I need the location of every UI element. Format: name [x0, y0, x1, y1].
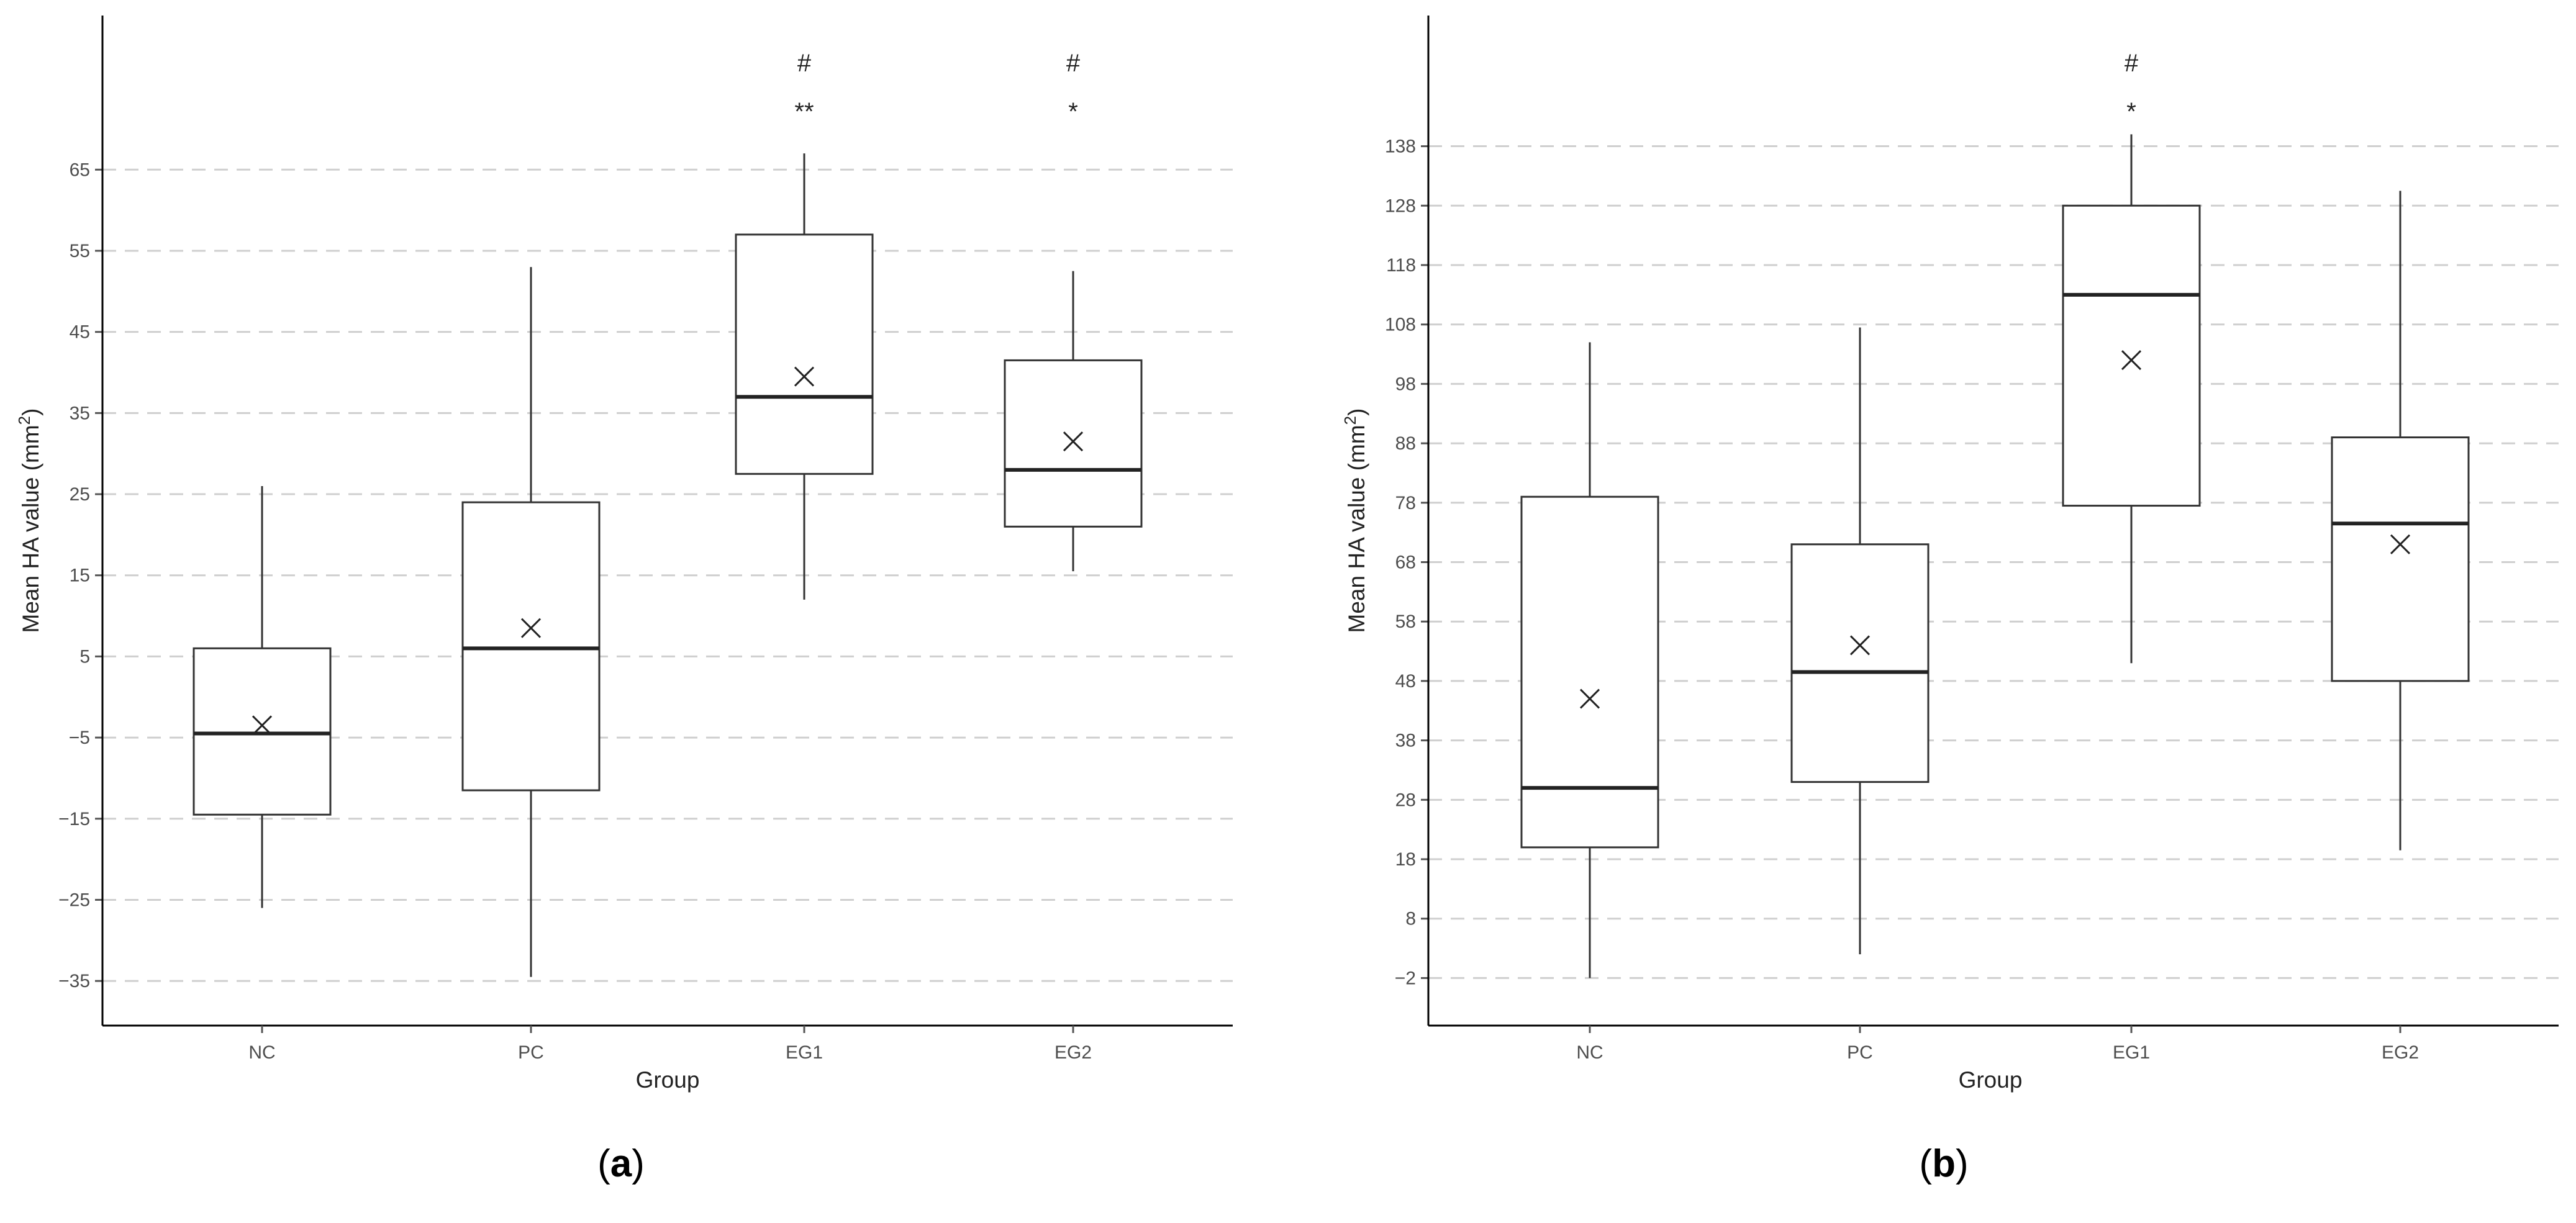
chart-2-x-axis-title: Group — [1959, 1067, 2023, 1093]
chart-2-y-tick-label: 18 — [1395, 849, 1416, 870]
chart-2-y-tick-label: 88 — [1395, 433, 1416, 454]
chart-1-panel-label-open: ( — [597, 1142, 610, 1185]
chart-1-x-axis-title: Group — [636, 1067, 700, 1093]
chart-1-x-tick-label: NC — [248, 1042, 275, 1063]
chart-2-y-axis-title: Mean HA value (mm2) — [1341, 408, 1369, 633]
chart-2-y-tick-label: −2 — [1395, 968, 1416, 988]
chart-1-y-axis-title-main: Mean HA value (mm — [18, 425, 43, 633]
chart-2-y-axis-title-superscript: 2 — [1341, 416, 1359, 425]
chart-1-mean-marker — [794, 366, 815, 387]
chart-2-mean-marker-stroke — [2121, 350, 2142, 371]
chart-2-panel-label-close: ) — [1956, 1142, 1969, 1185]
chart-2-y-tick-label: 58 — [1395, 612, 1416, 632]
chart-1-x-tick-label: PC — [518, 1042, 544, 1063]
chart-1-x-tick-label: EG2 — [1054, 1042, 1092, 1063]
chart-1-mean-marker — [1063, 431, 1084, 452]
chart-2-panel-label-open: ( — [1919, 1142, 1932, 1185]
chart-1-mean-marker-stroke — [1063, 431, 1084, 452]
chart-1-box-eg1 — [735, 153, 874, 600]
chart-2-box-nc — [1520, 342, 1659, 978]
chart-1-iqr-box — [1004, 359, 1143, 528]
chart-2-mean-marker-stroke — [1579, 688, 1600, 709]
chart-2-y-axis-title-main: Mean HA value (mm — [1344, 425, 1369, 633]
chart-2-y-tick-label: 28 — [1395, 790, 1416, 810]
chart-2-y-tick-label: 108 — [1385, 315, 1416, 335]
chart-1-significance-label: # — [1066, 50, 1081, 77]
chart-1-significance-label: * — [1068, 98, 1078, 125]
chart-1-y-tick-label: 55 — [70, 241, 90, 261]
chart-2-panel: 138 128 118 108 98 88 78 68 58 48 38 28 18 8 −2 NC PC EG1… — [1341, 16, 2559, 1185]
chart-1-y-tick-label: 45 — [70, 322, 90, 343]
chart-1-panel-label-close: ) — [632, 1142, 645, 1185]
chart-1-iqr-box — [461, 501, 601, 792]
chart-1-mean-marker-stroke — [252, 715, 273, 736]
chart-2-x-tick-label: PC — [1847, 1042, 1873, 1063]
chart-1-panel-label-letter: a — [610, 1142, 632, 1185]
chart-1-y-tick-label: 5 — [79, 646, 90, 667]
chart-1-y-axis-title: Mean HA value (mm2) — [15, 408, 43, 633]
chart-2-y-tick-label: 128 — [1385, 196, 1416, 216]
chart-1-iqr-box — [193, 647, 332, 816]
chart-2-mean-marker — [1579, 688, 1600, 709]
chart-2-panel-label: (b) — [1919, 1142, 1968, 1185]
chart-1-panel: 65 55 45 35 25 15 5 −5 −15 −25 −35 NC PC EG1 EG2 # ** # * G… — [15, 16, 1233, 1185]
chart-2-y-tick-label: 78 — [1395, 493, 1416, 513]
chart-2-y-tick-label: 8 — [1405, 909, 1416, 929]
chart-2-significance-label: * — [2126, 98, 2136, 125]
chart-2-y-tick-label: 38 — [1395, 731, 1416, 751]
chart-1-y-axis-title-superscript: 2 — [15, 416, 34, 425]
chart-1-y-tick-label: 15 — [70, 566, 90, 586]
chart-2-box-pc — [1790, 327, 1930, 955]
chart-2-box-eg2 — [2331, 191, 2470, 851]
chart-2-mean-marker — [2390, 534, 2411, 554]
chart-2-mean-marker-stroke — [1849, 635, 1871, 656]
chart-2-iqr-box — [2062, 204, 2201, 507]
chart-2-iqr-box — [1520, 495, 1659, 849]
chart-1-y-tick-label: −15 — [58, 809, 90, 829]
chart-1-y-tick-label: 65 — [70, 160, 90, 180]
chart-1-panel-label: (a) — [597, 1142, 645, 1185]
chart-1-significance-label: # — [797, 50, 812, 77]
chart-1-iqr-box — [735, 233, 874, 475]
chart-1-y-tick-label: −35 — [58, 971, 90, 991]
chart-2-y-tick-label: 118 — [1386, 255, 1416, 276]
chart-2-mean-marker — [1849, 635, 1871, 656]
chart-2-y-tick-label: 48 — [1395, 671, 1416, 692]
chart-1-mean-marker-stroke — [520, 618, 542, 638]
chart-2-y-axis-title-suffix: ) — [1344, 408, 1369, 416]
chart-2-significance-label: # — [2125, 50, 2139, 77]
chart-1-y-axis-title-suffix: ) — [18, 408, 43, 416]
chart-2-y-tick-label: 68 — [1395, 552, 1416, 572]
chart-2-panel-label-letter: b — [1932, 1142, 1956, 1185]
chart-1-box-pc — [461, 267, 601, 977]
chart-1-mean-marker-stroke — [794, 366, 815, 387]
chart-2-y-tick-label: 138 — [1385, 137, 1416, 157]
chart-1-y-tick-label: −25 — [58, 890, 90, 910]
chart-2-x-tick-label: EG2 — [2382, 1042, 2419, 1063]
chart-1-x-tick-label: EG1 — [786, 1042, 823, 1063]
chart-1-y-tick-label: −5 — [69, 728, 90, 748]
chart-2-iqr-box — [2331, 436, 2470, 682]
chart-1-mean-marker — [520, 618, 542, 638]
chart-2-iqr-box — [1790, 543, 1930, 783]
chart-1-y-tick-label: 35 — [70, 403, 90, 423]
chart-1-mean-marker — [252, 715, 273, 736]
chart-1-box-eg2 — [1004, 271, 1143, 572]
chart-2-y-tick-label: 98 — [1395, 374, 1416, 394]
chart-1-y-tick-label: 25 — [70, 484, 90, 505]
chart-2-mean-marker — [2121, 350, 2142, 371]
chart-2-x-tick-label: NC — [1576, 1042, 1603, 1063]
chart-1-box-nc — [193, 485, 332, 908]
chart-1-significance-label: ** — [794, 98, 814, 125]
chart-2-mean-marker-stroke — [2390, 534, 2411, 554]
chart-2-x-tick-label: EG1 — [2113, 1042, 2150, 1063]
chart-2-box-eg1 — [2062, 134, 2201, 664]
